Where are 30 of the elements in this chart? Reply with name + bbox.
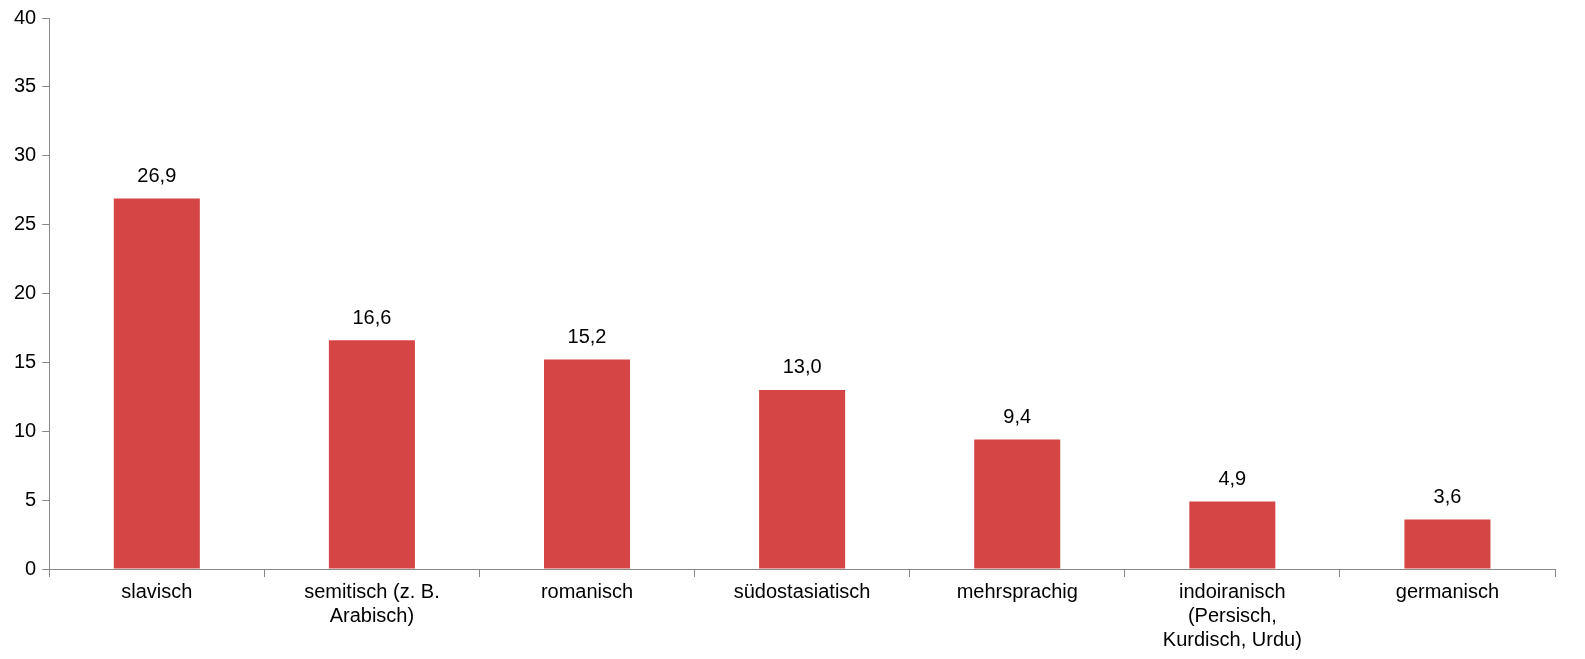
data-label: 9,4 <box>1003 405 1032 428</box>
data-label: 13,0 <box>782 355 822 378</box>
bar <box>974 439 1061 569</box>
data-label: 16,6 <box>352 305 392 328</box>
x-tick-label: mehrsprachig <box>956 579 1078 602</box>
y-tick-label: 35 <box>14 74 37 97</box>
y-tick-label: 25 <box>14 212 37 235</box>
bar <box>1189 501 1276 569</box>
x-tick-label: indoiranisch (Persisch, Kurdisch, Urdu) <box>1162 579 1302 650</box>
y-tick-label: 5 <box>25 487 37 510</box>
x-tick-label: germanisch <box>1395 579 1500 602</box>
y-tick-label: 40 <box>14 5 37 28</box>
data-label: 3,6 <box>1433 484 1462 507</box>
bar <box>328 340 415 569</box>
x-tick-label: südostasiatisch <box>733 579 871 602</box>
bar <box>113 198 200 569</box>
y-tick-label: 20 <box>14 281 37 304</box>
y-tick-label: 30 <box>14 143 37 166</box>
data-label: 15,2 <box>567 325 607 348</box>
y-tick-label: 15 <box>14 349 37 372</box>
bar <box>543 359 631 569</box>
data-label: 4,9 <box>1218 467 1247 490</box>
x-tick-label: romanisch <box>540 579 634 602</box>
x-tick-label: semitisch (z. B. Arabisch) <box>304 579 440 626</box>
y-tick-label: 10 <box>14 418 37 441</box>
data-label: 26,9 <box>137 163 177 186</box>
bar <box>759 389 846 569</box>
y-tick-label: 0 <box>25 556 37 579</box>
bar <box>1404 519 1491 569</box>
x-tick-label: slavisch <box>121 579 193 602</box>
